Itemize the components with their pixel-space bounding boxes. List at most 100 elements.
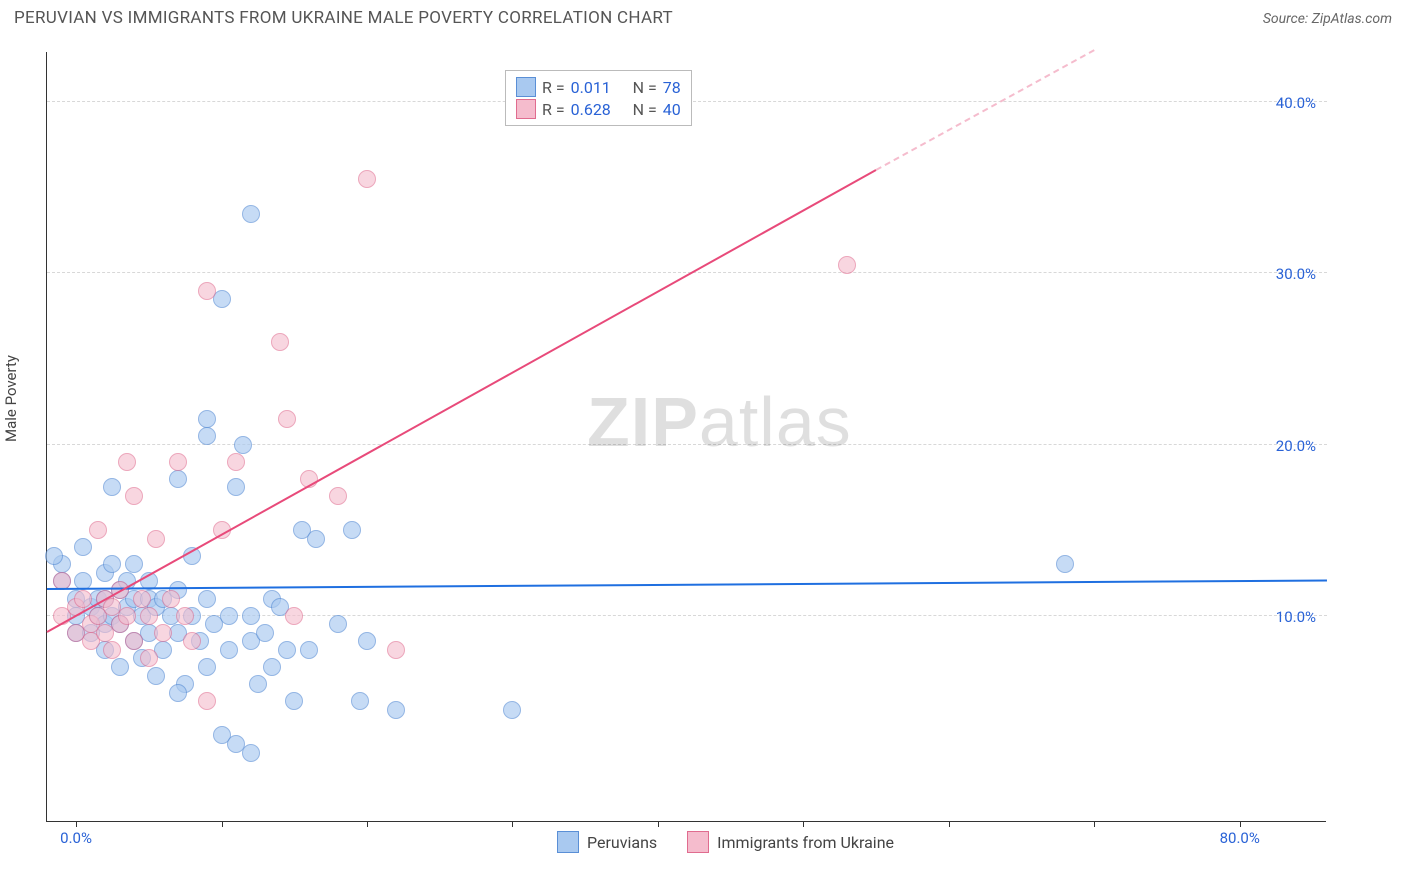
data-point xyxy=(169,453,187,471)
data-point xyxy=(263,658,281,676)
legend-swatch xyxy=(557,831,579,853)
data-point xyxy=(1056,555,1074,573)
data-point xyxy=(351,692,369,710)
source-name: ZipAtlas.com xyxy=(1312,11,1392,27)
data-point xyxy=(140,649,158,667)
x-tick-label: 0.0% xyxy=(60,829,92,847)
x-tick xyxy=(1094,821,1095,827)
source-attribution: Source: ZipAtlas.com xyxy=(1263,11,1392,27)
data-point xyxy=(242,744,260,762)
data-point xyxy=(329,487,347,505)
stat-n-value: 40 xyxy=(663,100,681,119)
data-point xyxy=(285,607,303,625)
chart-title: PERUVIAN VS IMMIGRANTS FROM UKRAINE MALE… xyxy=(14,8,673,28)
y-tick-label: 20.0% xyxy=(1276,437,1316,455)
data-point xyxy=(198,282,216,300)
legend-swatch xyxy=(516,77,536,97)
data-point xyxy=(103,555,121,573)
data-point xyxy=(133,590,151,608)
data-point xyxy=(300,641,318,659)
legend-row: R = 0.011 N = 78 xyxy=(516,77,681,97)
stat-n-value: 78 xyxy=(663,78,681,97)
stat-n-label: N = xyxy=(633,100,657,119)
y-axis-label: Male Poverty xyxy=(2,355,20,442)
data-point xyxy=(256,624,274,642)
data-point xyxy=(183,632,201,650)
data-point xyxy=(249,675,267,693)
data-point xyxy=(147,667,165,685)
data-point xyxy=(103,478,121,496)
y-tick-label: 10.0% xyxy=(1276,608,1316,626)
data-point xyxy=(198,658,216,676)
data-point xyxy=(278,410,296,428)
series-legend: Peruvians Immigrants from Ukraine xyxy=(557,831,894,853)
data-point xyxy=(162,590,180,608)
watermark: ZIPatlas xyxy=(587,382,852,462)
x-tick xyxy=(76,821,77,827)
stat-r-value: 0.628 xyxy=(571,100,627,119)
data-point xyxy=(169,684,187,702)
data-point xyxy=(503,701,521,719)
plot-area: 10.0%20.0%30.0%40.0%0.0%80.0%ZIPatlasR =… xyxy=(46,52,1326,822)
data-point xyxy=(242,205,260,223)
x-tick xyxy=(1240,821,1241,827)
data-point xyxy=(329,615,347,633)
data-point xyxy=(198,692,216,710)
data-point xyxy=(307,530,325,548)
legend-row: R =0.628N =40 xyxy=(516,99,681,119)
data-point xyxy=(111,658,129,676)
data-point xyxy=(220,641,238,659)
data-point xyxy=(387,641,405,659)
stat-n-label: N = xyxy=(633,78,657,97)
trend-line-extrapolated xyxy=(876,49,1095,171)
x-tick xyxy=(658,821,659,827)
data-point xyxy=(74,590,92,608)
data-point xyxy=(118,453,136,471)
data-point xyxy=(220,607,238,625)
data-point xyxy=(227,478,245,496)
stat-r-label: R = xyxy=(542,78,565,97)
data-point xyxy=(271,333,289,351)
data-point xyxy=(45,547,63,565)
legend-item: Immigrants from Ukraine xyxy=(687,831,894,853)
y-tick-label: 40.0% xyxy=(1276,94,1316,112)
legend-label: Peruvians xyxy=(587,833,657,852)
data-point xyxy=(198,590,216,608)
data-point xyxy=(118,607,136,625)
data-point xyxy=(125,632,143,650)
data-point xyxy=(358,170,376,188)
y-tick-label: 30.0% xyxy=(1276,265,1316,283)
data-point xyxy=(343,521,361,539)
data-point xyxy=(358,632,376,650)
x-tick-label: 80.0% xyxy=(1220,829,1260,847)
trend-line xyxy=(47,579,1327,590)
legend-label: Immigrants from Ukraine xyxy=(717,833,894,852)
data-point xyxy=(242,607,260,625)
data-point xyxy=(285,692,303,710)
data-point xyxy=(176,607,194,625)
gridline xyxy=(47,615,1327,616)
data-point xyxy=(74,538,92,556)
x-tick xyxy=(512,821,513,827)
data-point xyxy=(125,555,143,573)
data-point xyxy=(198,410,216,428)
data-point xyxy=(198,427,216,445)
data-point xyxy=(140,607,158,625)
data-point xyxy=(278,641,296,659)
stat-r-value: 0.011 xyxy=(571,78,627,97)
trend-line xyxy=(47,169,877,633)
legend-item: Peruvians xyxy=(557,831,657,853)
x-tick xyxy=(222,821,223,827)
data-point xyxy=(103,641,121,659)
data-point xyxy=(838,256,856,274)
data-point xyxy=(154,624,172,642)
data-point xyxy=(125,487,143,505)
data-point xyxy=(169,470,187,488)
legend-swatch xyxy=(687,831,709,853)
x-tick xyxy=(367,821,368,827)
data-point xyxy=(89,521,107,539)
chart-container: Male Poverty 10.0% 20.0% 30.0% 40.0% 0.0% 80.… xyxy=(0,42,1406,892)
legend-swatch xyxy=(516,99,536,119)
data-point xyxy=(234,436,252,454)
data-point xyxy=(227,453,245,471)
